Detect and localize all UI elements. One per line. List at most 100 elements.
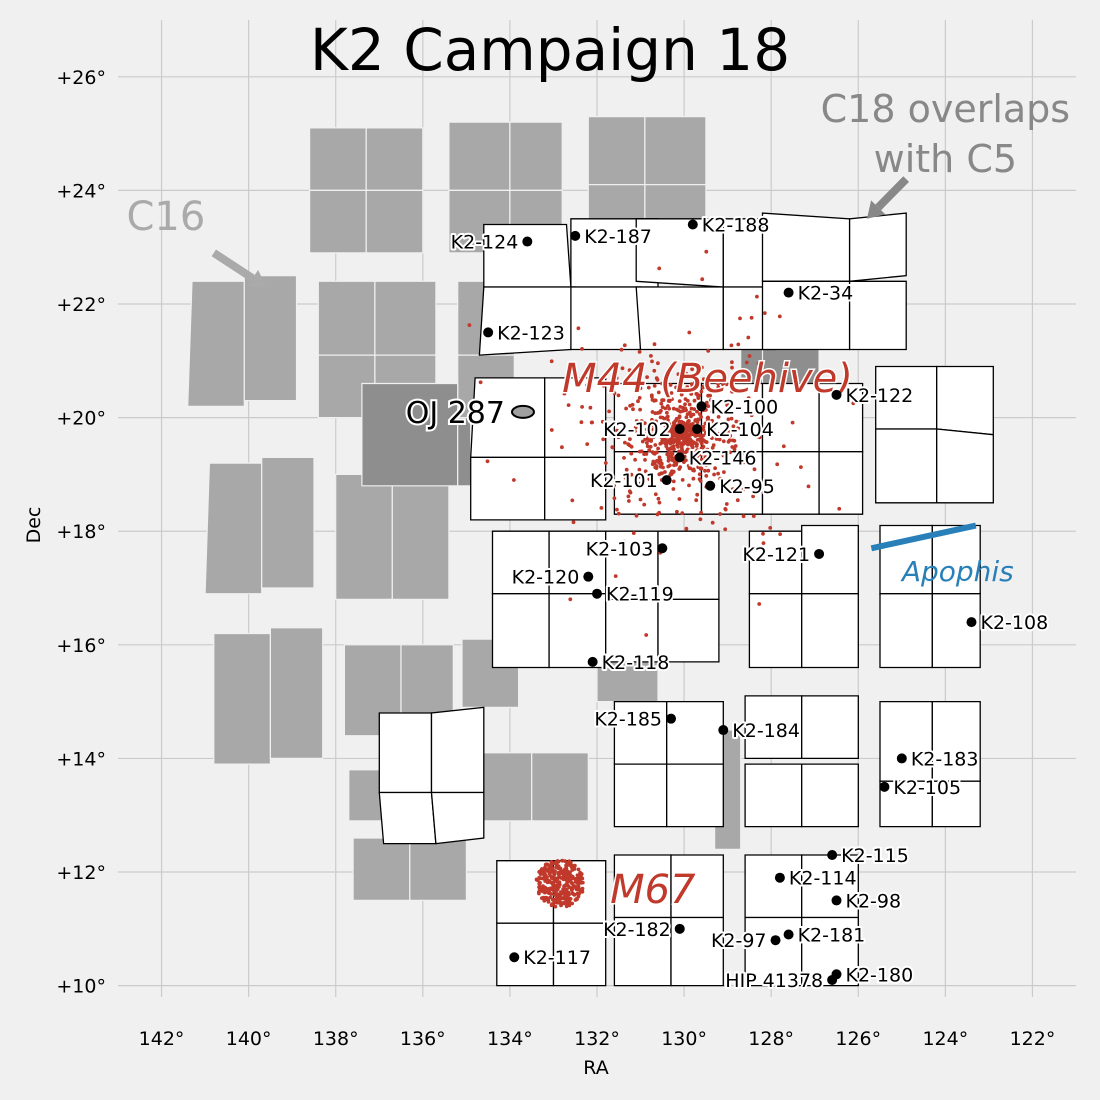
cluster-star [768,526,773,530]
cluster-star [706,349,711,353]
c18-field-layer [378,212,994,987]
cluster-star [755,294,759,299]
cluster-star [675,509,679,514]
cluster-star [694,498,699,503]
cluster-star [658,415,663,420]
cluster-star [661,465,665,470]
target-label: K2-184 [732,720,800,742]
cluster-star [638,497,643,502]
c16-ccd [213,632,271,765]
cluster-star [751,514,756,518]
cluster-star [567,885,572,890]
axis-layer: 142° 140° 138° 136° 134° 132° 130° 128° 126° 124°… [56,67,1055,1050]
target-label: K2-123 [497,322,565,344]
c16-ccd [509,121,563,191]
y-tick-label: +26° [56,67,106,89]
cluster-star [726,429,731,434]
cluster-star [692,398,697,403]
cluster-star [706,416,710,421]
cluster-star [708,393,712,398]
cluster-star [720,483,724,488]
cluster-star [730,365,734,370]
cluster-star [566,890,571,895]
cluster-star [580,405,584,409]
cluster-star [537,881,542,886]
cluster-star [761,541,766,545]
cluster-star [723,507,728,512]
cluster-star [560,445,564,450]
target-marker [661,475,672,486]
cluster-star [639,419,644,423]
cluster-label: M67 [610,867,696,913]
cluster-star [622,456,626,460]
cluster-star [561,889,565,894]
cluster-star [616,435,621,440]
cluster-star [688,458,693,463]
cluster-star [736,426,741,431]
cluster-star [666,418,670,422]
cluster-star [730,360,734,365]
target-marker [831,895,842,906]
cluster-star [664,444,669,449]
cluster-star [550,902,554,907]
cluster-star [756,361,761,366]
cluster-star [633,425,638,430]
cluster-star [671,470,676,474]
cluster-star [729,343,734,348]
cluster-star [695,409,699,414]
target-label: K2-117 [523,947,591,969]
cluster-star [725,403,730,408]
target-marker [692,423,703,434]
apophis-label: Apophis [900,555,1014,588]
cluster-star [684,371,689,376]
cluster-star [685,412,690,416]
cluster-star [589,420,594,425]
cluster-star [721,453,726,458]
cluster-star [692,459,697,464]
cluster-star [777,314,782,319]
cluster-star [669,391,674,395]
cluster-star [690,454,695,459]
cluster-star [837,506,842,511]
cluster-star [560,858,565,863]
cluster-star [730,389,734,394]
cluster-star [485,459,490,464]
cluster-star [710,436,714,440]
cluster-star [645,444,650,449]
cluster-star [651,427,656,431]
cluster-star [659,471,663,476]
x-tick-label: 130° [661,1028,707,1050]
cluster-star [677,467,682,471]
y-tick-label: +14° [56,748,106,770]
c16-ccd [391,473,450,601]
target-marker [783,929,794,940]
x-tick-label: 134° [487,1028,533,1050]
c18-ccd [470,456,546,521]
cluster-star [647,477,652,481]
c5-ccd [457,417,472,487]
cluster-star [716,431,721,436]
cluster-star [571,876,576,881]
cluster-star [579,420,584,425]
target-marker [896,753,907,764]
c16-arrow-head [247,269,267,287]
cluster-star [629,472,634,477]
cluster-star [731,424,736,429]
cluster-star [676,372,681,377]
target-label: K2-34 [798,283,854,305]
cluster-star [747,354,752,358]
cluster-star [616,393,621,398]
cluster-star [680,511,685,516]
target-marker [966,617,977,628]
cluster-star [540,876,545,881]
x-tick-label: 136° [400,1028,446,1050]
c18-ccd [378,712,433,794]
cluster-star [538,872,543,876]
cluster-star [703,455,708,460]
x-tick-label: 124° [922,1028,968,1050]
c18-ccd [875,428,938,504]
target-label: HIP 41378 [725,970,823,992]
c5-annotation: C18 overlaps with C5 [821,87,1070,181]
cluster-star [613,574,618,578]
target-marker [687,219,698,230]
